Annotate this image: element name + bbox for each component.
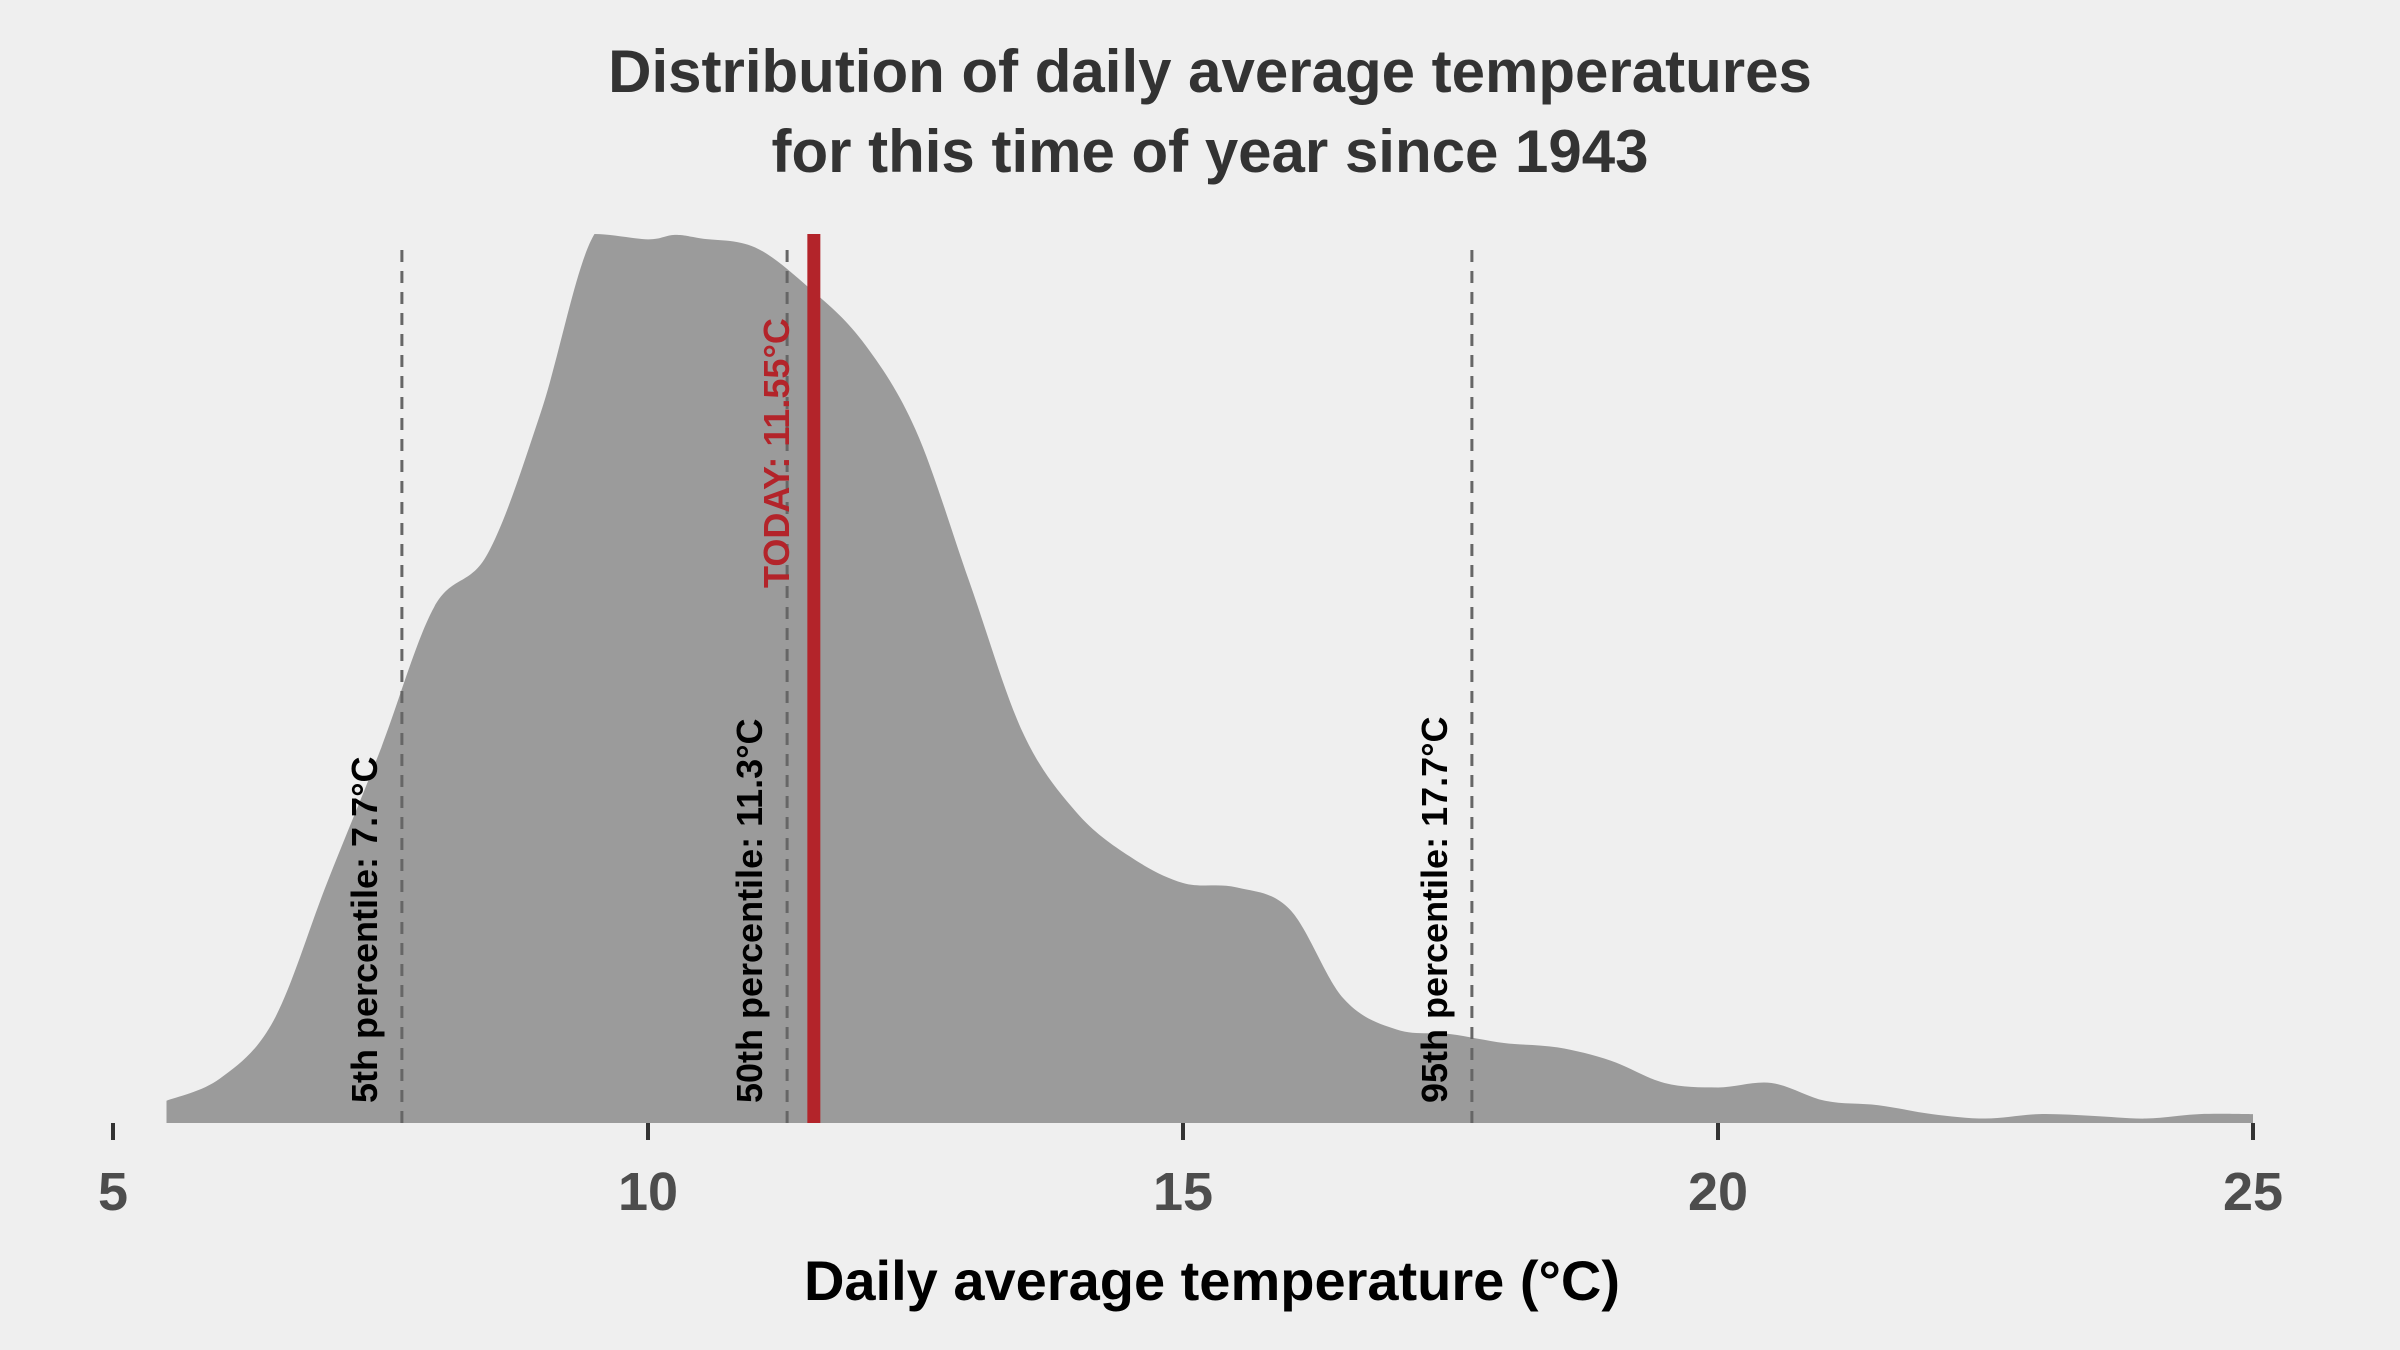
plot-area: 5th percentile: 7.7°C 50th percentile: 11…	[98, 234, 2283, 1222]
x-tick-label-3: 20	[1688, 1162, 1748, 1222]
percentile-label-0: 5th percentile: 7.7°C	[344, 756, 385, 1103]
x-tick-label-0: 5	[98, 1162, 128, 1222]
chart-title-line-2: for this time of year since 1943	[771, 118, 1648, 185]
x-tick-label-1: 10	[618, 1162, 678, 1222]
x-axis-title: Daily average temperature (°C)	[804, 1249, 1620, 1312]
x-tick-label-2: 15	[1153, 1162, 1213, 1222]
chart-title-line-1: Distribution of daily average temperatur…	[608, 38, 1812, 105]
density-area	[166, 234, 2253, 1123]
percentile-label-2: 95th percentile: 17.7°C	[1414, 716, 1455, 1103]
x-tick-label-4: 25	[2223, 1162, 2283, 1222]
percentile-label-1: 50th percentile: 11.3°C	[729, 718, 770, 1103]
today-label: TODAY: 11.55°C	[756, 318, 797, 588]
